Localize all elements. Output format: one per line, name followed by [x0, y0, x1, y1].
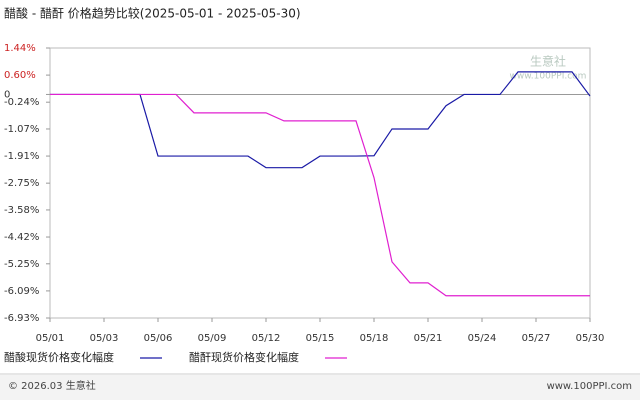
y-tick-label: 0.60%	[4, 70, 36, 81]
footer-right: www.100PPI.com	[547, 381, 632, 392]
footer-left: © 2026.03 生意社	[8, 379, 96, 392]
y-tick-label: -5.25%	[4, 259, 39, 270]
y-tick-label: -6.93%	[4, 313, 39, 324]
legend-label: 醋酸现货价格变化幅度	[4, 350, 114, 364]
y-tick-label: -6.09%	[4, 286, 39, 297]
watermark: www.100PPI.com	[510, 72, 587, 82]
y-tick-label: 1.44%	[4, 43, 36, 54]
x-tick-label: 05/09	[198, 333, 227, 344]
x-tick-label: 05/06	[144, 333, 173, 344]
x-tick-label: 05/01	[36, 333, 65, 344]
x-tick-label: 05/30	[576, 333, 605, 344]
x-tick-label: 05/21	[414, 333, 443, 344]
y-tick-label: -1.07%	[4, 124, 39, 135]
y-tick-label: -4.42%	[4, 232, 39, 243]
x-tick-label: 05/15	[306, 333, 335, 344]
y-tick-label: 0	[4, 89, 10, 100]
y-tick-label: -3.58%	[4, 205, 39, 216]
x-tick-label: 05/03	[90, 333, 119, 344]
y-tick-label: -0.24%	[4, 97, 39, 108]
series-line	[50, 93, 590, 297]
footer-band	[0, 375, 640, 400]
x-tick-label: 05/18	[360, 333, 389, 344]
watermark: 生意社	[530, 54, 566, 69]
chart-title: 醋酸 - 醋酐 价格趋势比较(2025-05-01 - 2025-05-30)	[4, 6, 301, 21]
y-tick-label: -2.75%	[4, 178, 39, 189]
y-tick-label: -1.91%	[4, 151, 39, 162]
x-tick-label: 05/12	[252, 333, 281, 344]
x-tick-label: 05/24	[468, 333, 497, 344]
legend-label: 醋酐现货价格变化幅度	[189, 350, 299, 364]
x-tick-label: 05/27	[522, 333, 551, 344]
